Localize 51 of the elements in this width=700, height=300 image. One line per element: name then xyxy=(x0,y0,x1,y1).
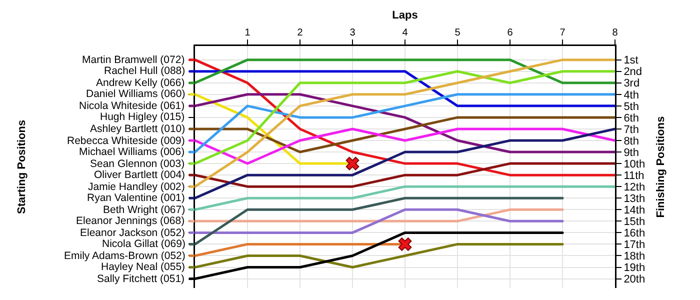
x-tick-label: 6 xyxy=(507,28,514,38)
legend-label: Martin Bramwell (072) xyxy=(82,54,185,66)
legend-label: Michael Williams (006) xyxy=(79,146,185,158)
y-tick-label: 16th xyxy=(624,228,646,240)
y-tick-label: 3rd xyxy=(624,78,640,90)
legend-label: Nicola Whiteside (061) xyxy=(79,100,185,112)
y-tick-label: 18th xyxy=(624,250,646,263)
y-tick-label: 13th xyxy=(624,192,646,205)
y-tick-label: 1st xyxy=(624,54,638,67)
legend-label: Oliver Bartlett (004) xyxy=(94,169,186,181)
x-tick-label: 2 xyxy=(297,28,304,38)
legend-label: Hayley Neal (055) xyxy=(101,261,186,273)
legend-label: Ashley Bartlett (010) xyxy=(90,123,186,135)
x-tick-label: 8 xyxy=(612,28,618,38)
legend-label: Jamie Handley (002) xyxy=(88,181,185,193)
y-tick-label: 5th xyxy=(624,100,639,113)
y-axis-title: Finishing Positions xyxy=(655,116,668,218)
x-tick-label: 4 xyxy=(402,28,408,38)
legend-label: Rebecca Whiteside (009) xyxy=(67,135,185,147)
legend-label: Sean Glennon (003) xyxy=(90,158,185,170)
legend-label: Sally Fitchett (051) xyxy=(97,273,185,285)
y-tick-label: 10th xyxy=(624,158,646,170)
legend-title: Starting Positions xyxy=(16,120,28,214)
legend-label: Daniel Williams (060) xyxy=(86,88,186,100)
y-tick-label: 17th xyxy=(624,239,646,252)
y-tick-label: 11th xyxy=(624,170,644,182)
y-tick-label: 19th xyxy=(624,262,646,274)
y-tick-label: 8th xyxy=(624,135,639,148)
y-tick-label: 7th xyxy=(624,124,639,136)
x-axis-title: Laps xyxy=(392,9,418,22)
y-tick-label: 9th xyxy=(624,146,639,159)
legend-label: Beth Wright (067) xyxy=(103,204,186,216)
legend-label: Eleanor Jackson (052) xyxy=(80,227,186,239)
x-tick-label: 3 xyxy=(350,28,356,38)
x-tick-label: 1 xyxy=(244,28,251,38)
y-tick-label: 15th xyxy=(624,216,646,228)
y-tick-label: 20th xyxy=(624,274,646,286)
y-tick-label: 4th xyxy=(624,89,639,102)
legend-label: Rachel Hull (088) xyxy=(104,65,186,77)
legend-label: Nicola Gillat (069) xyxy=(102,238,186,250)
legend-label: Emily Adams-Brown (052) xyxy=(64,250,186,262)
text: Hugh Higley (015) xyxy=(100,111,185,123)
y-tick-label: 6th xyxy=(624,112,639,124)
x-tick-label: 5 xyxy=(454,28,461,38)
x-tick-label: 7 xyxy=(560,28,566,38)
legend-label: Eleanor Jennings (068) xyxy=(76,215,185,227)
legend-label: Ryan Valentine (001) xyxy=(87,192,185,204)
legend-label: Andrew Kelly (066) xyxy=(96,77,185,89)
y-tick-label: 2nd xyxy=(624,66,642,78)
y-tick-label: 12th xyxy=(624,181,646,194)
y-tick-label: 14th xyxy=(624,204,646,216)
